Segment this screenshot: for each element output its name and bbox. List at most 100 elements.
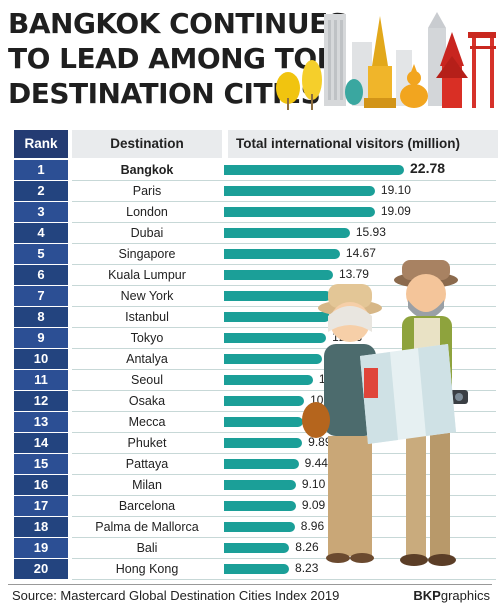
header-visitors: Total international visitors (million)	[228, 130, 498, 158]
visitor-bar	[224, 417, 304, 427]
visitor-bar	[224, 249, 340, 259]
header-destination: Destination	[72, 130, 222, 158]
destination-label: New York	[120, 289, 174, 303]
visitor-bar	[224, 396, 305, 406]
rank-cell: 2	[14, 181, 68, 201]
graphics-credit: BKPgraphics	[413, 588, 490, 603]
value-label: 8.26	[295, 540, 319, 554]
title-line-3: DESTINATION CITIES	[8, 77, 321, 110]
row-separator	[72, 390, 496, 391]
credit-brand: BKP	[413, 588, 441, 603]
table-row: 4 Dubai 15.93	[14, 223, 498, 244]
value-label: 9.89	[308, 435, 332, 449]
visitor-bar	[224, 333, 327, 343]
value-label: 22.78	[410, 160, 446, 176]
bar-track: 19.09	[224, 202, 498, 222]
row-separator	[72, 285, 496, 286]
visitor-bar	[224, 480, 296, 490]
value-label: 19.09	[380, 204, 411, 218]
rank-cell: 15	[14, 454, 68, 474]
row-separator	[72, 369, 496, 370]
bar-track: 9.44	[224, 454, 498, 474]
rank-cell: 18	[14, 517, 68, 537]
skyline-illustration	[276, 12, 496, 110]
visitor-bar	[224, 186, 375, 196]
row-separator	[72, 432, 496, 433]
title-line-2: TO LEAD AMONG TOP	[8, 42, 337, 75]
footer-divider	[8, 584, 492, 585]
rank-cell: 11	[14, 370, 68, 390]
rank-cell: 13	[14, 412, 68, 432]
rank-cell: 12	[14, 391, 68, 411]
bar-track: 9.10	[224, 475, 498, 495]
bar-track: 8.96	[224, 517, 498, 537]
rank-cell: 10	[14, 349, 68, 369]
visitor-bar	[224, 312, 330, 322]
rank-cell: 20	[14, 559, 68, 579]
rank-cell: 14	[14, 433, 68, 453]
destination-label: Palma de Mallorca	[95, 520, 199, 534]
value-label: 9.44	[304, 456, 328, 470]
visitor-bar	[224, 501, 296, 511]
rank-cell: 4	[14, 223, 68, 243]
destination-label: Dubai	[130, 226, 164, 240]
tourist-couple-illustration	[302, 260, 468, 566]
rank-cell: 9	[14, 328, 68, 348]
table-row: 11Seoul11.25	[14, 370, 498, 391]
value-label: 13.79	[338, 267, 369, 281]
bar-track: 19.10	[224, 181, 498, 201]
rank-cell: 5	[14, 244, 68, 264]
value-label: 8.96	[300, 519, 325, 533]
visitor-bar	[224, 291, 332, 301]
row-separator	[72, 264, 496, 265]
visitor-bar	[224, 207, 375, 217]
destination-label: Antalya	[126, 352, 168, 366]
header-rank: Rank	[14, 130, 68, 158]
table-row: 20 Hong Kong 8.23	[14, 559, 498, 580]
table-row: 16 Milan 9.10	[14, 475, 498, 496]
rank-cell: 6	[14, 265, 68, 285]
value-label: 15.93	[355, 225, 386, 239]
destination-label: Barcelona	[118, 499, 176, 513]
bar-track: 8.23	[224, 559, 498, 579]
row-separator	[72, 516, 496, 517]
table-row: 2 Paris 19.10	[14, 181, 498, 202]
visitor-bar	[224, 543, 290, 553]
destination-label: Hong Kong	[115, 562, 179, 576]
value-label: 14.67	[345, 246, 376, 260]
table-row: 17 Barcelona 9.09	[14, 496, 498, 517]
table-row: 6 Kuala Lumpur 13.79	[14, 265, 498, 286]
destination-label: Bali	[136, 541, 158, 555]
table-row: 18 Palma de Mallorca 8.96	[14, 517, 498, 538]
chart-title: BANGKOK CONTINUES TO LEAD AMONG TOP DEST…	[8, 6, 348, 111]
visitor-bar	[224, 459, 299, 469]
title-line-1: BANGKOK CONTINUES	[8, 7, 348, 40]
rank-cell: 17	[14, 496, 68, 516]
value-label: 19.10	[380, 183, 411, 197]
rank-cell: 1	[14, 160, 68, 180]
table-row: 3 London 19.09	[14, 202, 498, 223]
destination-label: Paris	[132, 184, 162, 198]
bar-track: 14.67	[224, 244, 498, 264]
row-separator	[72, 327, 496, 328]
row-separator	[72, 201, 496, 202]
table-row: 19 Bali 8.26	[14, 538, 498, 559]
source-note: Source: Mastercard Global Destination Ci…	[12, 588, 340, 603]
bar-track: 13.79	[224, 265, 498, 285]
destination-label: Seoul	[131, 373, 163, 387]
table-row: 1 Bangkok 22.78	[14, 160, 498, 181]
visitor-bar	[224, 375, 313, 385]
row-separator	[72, 558, 496, 559]
destination-label: Osaka	[128, 394, 166, 408]
rank-cell: 3	[14, 202, 68, 222]
row-separator	[72, 453, 496, 454]
rank-cell: 19	[14, 538, 68, 558]
rank-cell: 8	[14, 307, 68, 327]
row-separator	[72, 348, 496, 349]
visitor-bar	[224, 522, 295, 532]
rank-cell: 7	[14, 286, 68, 306]
row-separator	[72, 306, 496, 307]
destination-label: London	[126, 205, 168, 219]
bar-track: 9.89	[224, 433, 498, 453]
row-separator	[72, 495, 496, 496]
